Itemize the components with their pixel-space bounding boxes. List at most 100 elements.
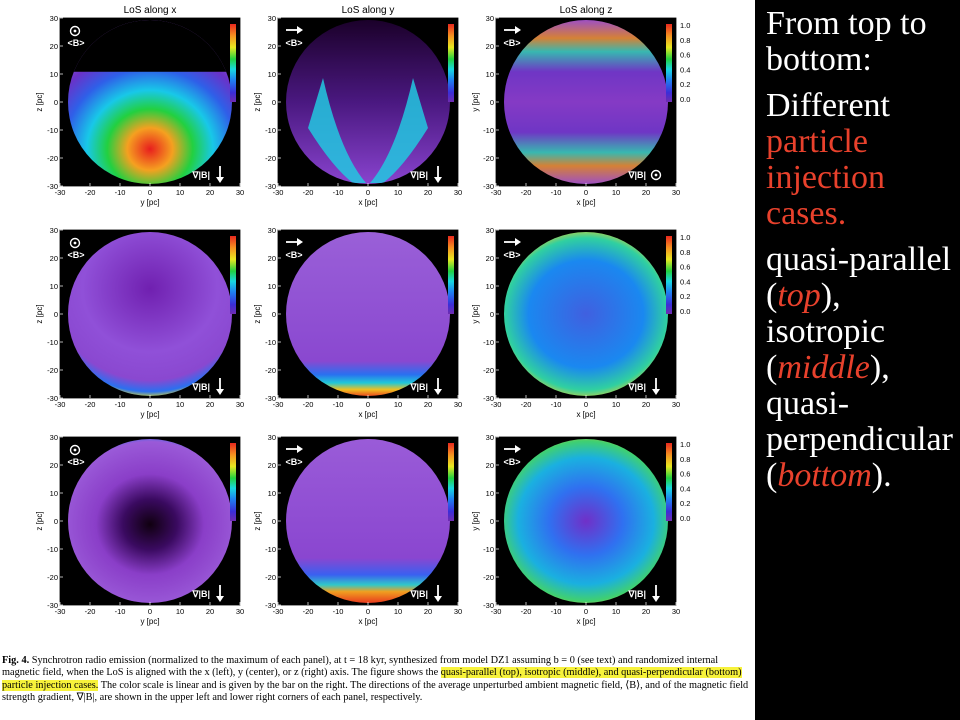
colorbar	[230, 236, 236, 314]
gradient-label: ∇|B|	[191, 382, 210, 392]
y-tick-label: -20	[265, 366, 276, 375]
y-axis-label: z [pc]	[35, 304, 44, 323]
x-tick-label: 30	[236, 400, 244, 409]
colorbar-tick-label: 0.0	[680, 95, 690, 104]
y-tick-label: 20	[486, 461, 494, 470]
x-tick-label: -10	[115, 607, 126, 616]
x-tick-label: 20	[206, 400, 214, 409]
x-axis-label: y [pc]	[140, 617, 159, 626]
colorbar	[666, 443, 672, 521]
panel-3-2: -30-30 -20 -20 -10 -10 0 0 10 10 20 20 30 30 x [pc] z …	[253, 433, 462, 626]
x-tick-label: -20	[521, 400, 532, 409]
x-axis-label: x [pc]	[576, 617, 595, 626]
y-tick-label: 10	[486, 489, 494, 498]
y-tick-label: 20	[268, 254, 276, 263]
caption-text-2: The color scale is linear and is given b…	[2, 679, 749, 703]
x-tick-label: -20	[521, 188, 532, 197]
colorbar-tick-label: 0.8	[680, 248, 690, 257]
mean-field-label: <B>	[285, 38, 302, 48]
column-title: LoS along x	[124, 5, 177, 16]
right-arrow-icon-head	[297, 445, 303, 453]
panel-2-1: -30-30 -20 -20 -10 -10 0 0 10 10 20 20 30 30 y [pc] z …	[35, 226, 244, 419]
x-tick-label: -10	[551, 400, 562, 409]
y-tick-label: 0	[54, 517, 58, 526]
x-tick-label: 20	[642, 607, 650, 616]
down-arrow-icon-head	[216, 596, 224, 602]
y-tick-label: -20	[47, 154, 58, 163]
y-tick-label: 30	[50, 226, 58, 235]
x-tick-label: 20	[642, 400, 650, 409]
gradient-label: ∇|B|	[191, 589, 210, 599]
panel-2-3: -30-30 -20 -20 -10 -10 0 0 10 10 20 20 30 30 x [pc] y …	[471, 226, 690, 419]
y-tick-label: 20	[268, 461, 276, 470]
gradient-label: ∇|B|	[191, 170, 210, 180]
x-tick-label: -20	[85, 607, 96, 616]
y-tick-label: -10	[483, 545, 494, 554]
x-tick-label: -30	[491, 400, 502, 409]
side-text-bottom: bottom	[777, 457, 872, 494]
emission-fill	[504, 20, 668, 184]
emission-fill	[504, 439, 668, 603]
y-tick-label: 10	[50, 70, 58, 79]
y-tick-label: 30	[486, 14, 494, 23]
y-axis-label: z [pc]	[253, 511, 262, 530]
colorbar-tick-label: 0.8	[680, 455, 690, 464]
colorbar	[666, 236, 672, 314]
colorbar-tick-label: 1.0	[680, 21, 690, 30]
y-tick-label: 30	[268, 226, 276, 235]
gradient-label: ∇|B|	[409, 170, 428, 180]
x-tick-label: 10	[612, 607, 620, 616]
x-tick-label: -20	[85, 188, 96, 197]
y-tick-label: -10	[265, 126, 276, 135]
x-tick-label: -30	[491, 607, 502, 616]
down-arrow-icon-head	[434, 389, 442, 395]
y-tick-label: -30	[47, 182, 58, 191]
x-tick-label: -30	[273, 400, 284, 409]
x-tick-label: 10	[612, 400, 620, 409]
x-tick-label: -20	[85, 400, 96, 409]
x-tick-label: 30	[672, 400, 680, 409]
y-tick-label: -20	[483, 154, 494, 163]
panel-1-2: -30-30 -20 -20 -10 -10 0 0 10 10 20 20 30 30 x [pc] z …	[253, 14, 462, 207]
side-text-span: quasi-parallel (	[766, 241, 952, 314]
y-tick-label: -20	[483, 366, 494, 375]
figure-panels: LoS along x LoS along y LoS along z -30 -30 -…	[35, 5, 690, 626]
mean-field-label: <B>	[503, 250, 520, 260]
y-tick-label: -10	[47, 338, 58, 347]
emission-arm-left	[308, 78, 366, 183]
x-tick-label: 20	[206, 188, 214, 197]
y-tick-label: 0	[490, 517, 494, 526]
x-tick-label: 30	[236, 188, 244, 197]
y-tick-label: 20	[268, 42, 276, 51]
colorbar-tick-label: 0.4	[680, 277, 690, 286]
x-tick-label: 10	[176, 400, 184, 409]
x-tick-label: 20	[642, 188, 650, 197]
emission-fill	[68, 232, 232, 396]
x-tick-label: 10	[176, 188, 184, 197]
y-tick-label: -30	[265, 182, 276, 191]
y-tick-label: 0	[272, 517, 276, 526]
x-tick-label: 20	[424, 400, 432, 409]
emission-map	[286, 232, 450, 396]
x-tick-label: -10	[115, 400, 126, 409]
colorbar-tick-label: 0.6	[680, 263, 690, 272]
y-tick-label: 20	[50, 42, 58, 51]
y-tick-label: 0	[54, 98, 58, 107]
column-title: LoS along y	[342, 5, 395, 16]
y-tick-label: 10	[486, 282, 494, 291]
x-tick-label: 0	[366, 400, 370, 409]
y-tick-label: 0	[272, 98, 276, 107]
gradient-label: ∇|B|	[627, 382, 646, 392]
colorbar-tick-label: 1.0	[680, 233, 690, 242]
circle-dot-icon-center	[73, 29, 77, 33]
column-title: LoS along z	[560, 5, 613, 16]
x-tick-label: 0	[148, 607, 152, 616]
x-tick-label: 0	[148, 188, 152, 197]
side-text-span: ).	[871, 457, 892, 494]
colorbar	[230, 443, 236, 521]
x-axis-label: x [pc]	[576, 410, 595, 419]
x-tick-label: -10	[333, 400, 344, 409]
y-axis-label: y [pc]	[471, 304, 480, 323]
caption-label: Fig. 4.	[2, 655, 30, 666]
x-tick-label: 30	[454, 188, 462, 197]
